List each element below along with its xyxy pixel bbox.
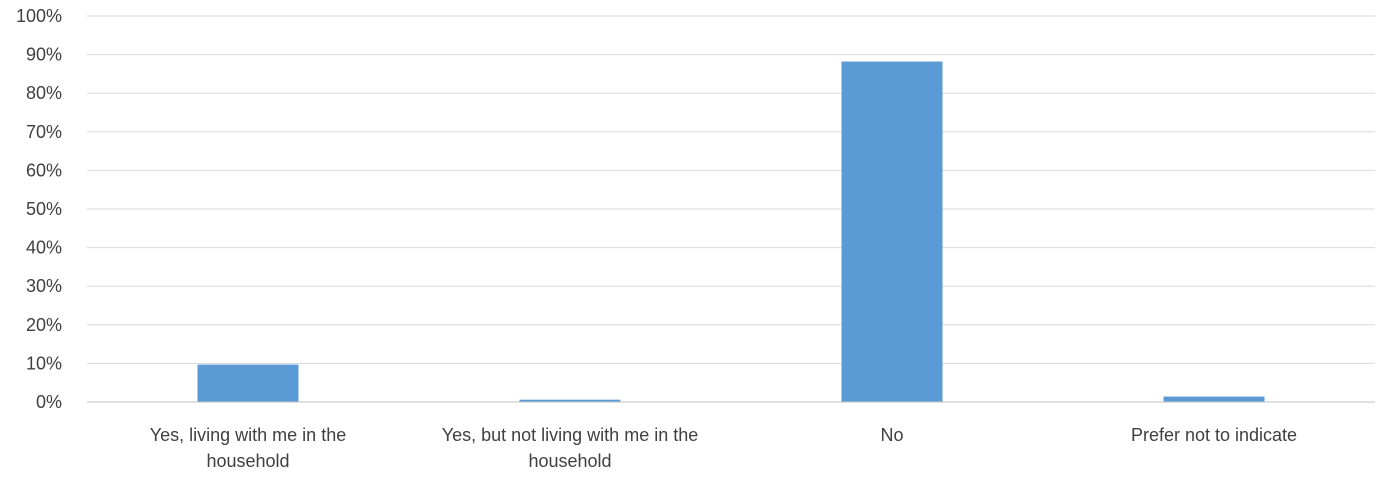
y-tick-label: 40%: [26, 238, 62, 258]
y-tick-label: 50%: [26, 199, 62, 219]
y-tick-label: 70%: [26, 122, 62, 142]
bars: [197, 61, 1265, 402]
y-tick-label: 60%: [26, 160, 62, 180]
x-axis-category-labels: Yes, living with me in the household Yes, …: [150, 425, 1297, 471]
x-category-label: Prefer not to indicate: [1131, 425, 1297, 445]
x-category-label: Yes, but not living with me in the househ…: [442, 425, 698, 471]
y-tick-label: 0%: [36, 392, 62, 412]
gridlines: [87, 15, 1375, 364]
y-tick-label: 100%: [16, 6, 62, 26]
x-category-label: No: [880, 425, 903, 445]
bar: [519, 399, 621, 402]
x-category-label: Yes, living with me in the household: [150, 425, 346, 471]
y-tick-label: 90%: [26, 45, 62, 65]
y-axis-tick-labels: 0% 10% 20% 30% 40% 50% 60% 70% 80% 90% 100%: [16, 6, 62, 412]
y-tick-label: 20%: [26, 315, 62, 335]
y-tick-label: 10%: [26, 353, 62, 373]
bar: [197, 364, 299, 402]
bar: [1163, 396, 1265, 402]
y-tick-label: 80%: [26, 83, 62, 103]
y-tick-label: 30%: [26, 276, 62, 296]
bar: [841, 61, 943, 402]
